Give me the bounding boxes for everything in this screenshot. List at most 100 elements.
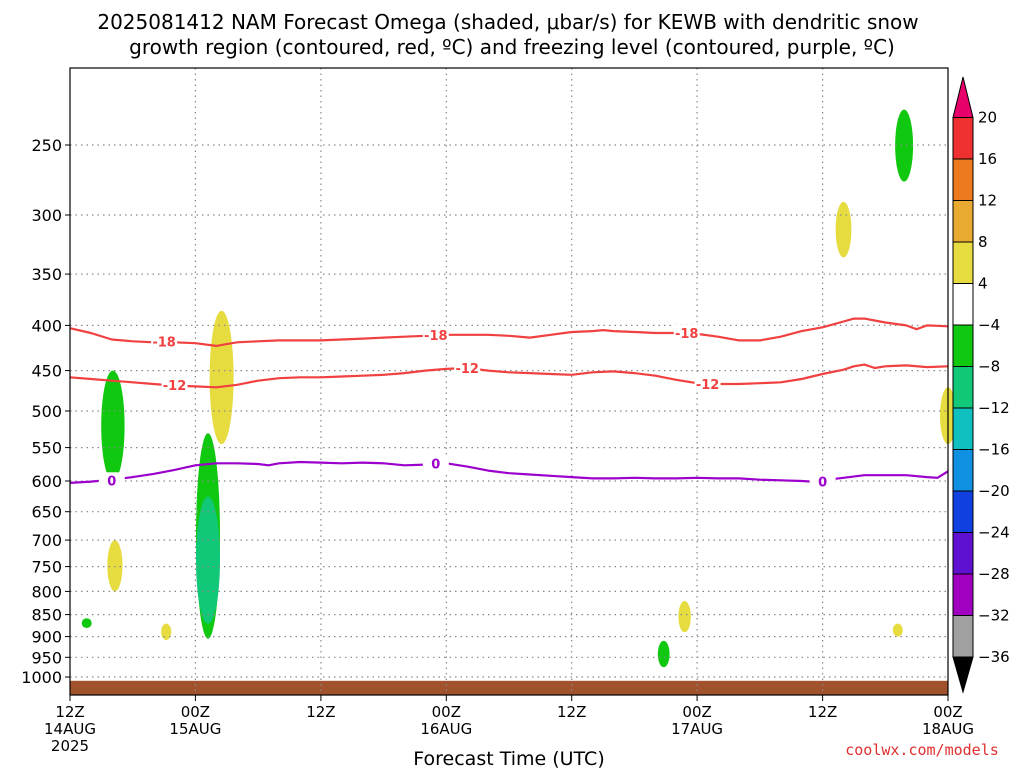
credit-text: coolwx.com/models [845,741,999,759]
x-tick-label-12-1: 15AUG [169,720,221,738]
terrain [70,680,948,695]
x-tick-label-36-1: 16AUG [420,720,472,738]
omega-region-10 [895,109,914,182]
omega-region-11 [892,623,903,637]
contour-line-1 [69,363,949,389]
x-tick-label-84-0: 00Z [933,703,962,721]
grid [70,68,948,695]
contour-label-bg-2-2 [809,473,836,490]
x-tick-label-0-2: 2025 [51,737,89,755]
contour-label-bg-0-1 [422,326,449,343]
contours: -18 -18 -18 -12 -12 -12 0 0 0 [69,317,949,491]
colorbar-segment-4 [952,241,974,284]
contour-label-0-1: -18 [424,329,448,344]
y-axis: 250 300 350 400 450 500 550 600 650 700 750 800 850 9… [21,136,70,687]
omega-region-1 [107,540,123,592]
contour-label-1-1: -12 [455,362,479,377]
y-tick-label-700: 700 [31,531,62,550]
x-tick-label-60-1: 17AUG [671,720,723,738]
omega-region-7 [657,640,670,668]
y-tick-label-550: 550 [31,439,62,458]
contour-label-bg-2-0 [98,472,125,489]
contour-label-0-0: -18 [152,335,176,350]
contour-label-1-0: -12 [163,379,187,394]
title-line-1: 2025081412 NAM Forecast Omega (shaded, μ… [97,10,918,34]
colorbar-segment-2 [952,158,974,201]
colorbar-label-0: 20 [978,109,997,127]
colorbar-top-triangle [952,76,974,118]
colorbar-label-8: −16 [978,441,1010,459]
colorbar-segment-1 [952,117,974,160]
colorbar-segment-9 [952,449,974,492]
colorbar-segment-3 [952,200,974,243]
colorbar-segment-5 [952,283,974,326]
colorbar-segment-10 [952,490,974,533]
contour-label-bg-0-0 [151,333,178,350]
y-tick-label-850: 850 [31,606,62,625]
plot-frame [69,67,949,696]
omega-region-3 [161,623,172,640]
colorbar-label-7: −12 [978,399,1010,417]
omega-region-4 [209,310,234,445]
x-tick-label-84-1: 18AUG [922,720,974,738]
colorbar-label-12: −32 [978,607,1010,625]
contour-label-2-1: 0 [431,457,440,472]
colorbar-segment-7 [952,366,974,409]
x-tick-label-0-1: 14AUG [44,720,96,738]
colorbar-bottom-triangle [952,656,974,694]
y-tick-label-800: 800 [31,582,62,601]
x-tick-label-36-0: 00Z [432,703,461,721]
title-line-2: growth region (contoured, red, ºC) and f… [129,35,895,59]
colorbar-segment-8 [952,407,974,450]
contour-label-bg-1-1 [454,360,481,376]
y-tick-label-750: 750 [31,558,62,577]
contour-label-bg-1-0 [161,376,188,393]
x-tick-label-24-0: 12Z [306,703,335,721]
contour-label-bg-1-2 [694,376,721,392]
y-tick-label-650: 650 [31,503,62,522]
x-tick-label-48-0: 12Z [557,703,586,721]
colorbar-label-2: 12 [978,192,997,210]
contour-label-2-0: 0 [107,474,116,489]
y-tick-label-900: 900 [31,628,62,647]
omega-region-8 [678,600,691,633]
y-tick-label-950: 950 [31,648,62,667]
contour-label-bg-0-2 [673,325,700,341]
omega-region-9 [835,201,852,258]
plot-area: -18 -18 -18 -12 -12 -12 0 0 0 [69,67,956,696]
colorbar-segment-11 [952,532,974,575]
y-tick-label-450: 450 [31,362,62,381]
terrain-band [70,680,948,695]
colorbar-label-5: −4 [978,316,1000,334]
colorbar-segment-12 [952,573,974,616]
omega-shading [81,109,956,668]
colorbar-segment-6 [952,324,974,367]
contour-label-1-2: -12 [696,378,720,393]
y-tick-label-250: 250 [31,136,62,155]
omega-region-6 [196,496,220,624]
x-tick-label-0-0: 12Z [55,703,84,721]
contour-label-bg-2-1 [422,455,449,472]
chart-title: 2025081412 NAM Forecast Omega (shaded, μ… [97,10,918,59]
y-tick-label-600: 600 [31,472,62,491]
omega-region-2 [81,618,92,628]
x-tick-label-72-0: 12Z [808,703,837,721]
y-tick-label-300: 300 [31,206,62,225]
colorbar: 20 16 12 8 4 −4 −8 −12 −16 −20 −24 −28 −32 −36 [952,76,1010,694]
contour-label-0-2: -18 [675,327,699,342]
contour-label-2-2: 0 [818,476,827,491]
colorbar-label-1: 16 [978,150,997,168]
colorbar-label-13: −36 [978,648,1010,666]
colorbar-label-6: −8 [978,358,1000,376]
omega-region-0 [101,370,125,481]
x-tick-label-12-0: 00Z [181,703,210,721]
y-tick-label-1000: 1000 [21,668,62,687]
colorbar-label-11: −28 [978,565,1010,583]
colorbar-label-3: 8 [978,233,988,251]
contour-line-0 [69,317,949,347]
y-tick-label-400: 400 [31,316,62,335]
colorbar-label-9: −20 [978,482,1010,500]
colorbar-segment-13 [952,615,974,658]
